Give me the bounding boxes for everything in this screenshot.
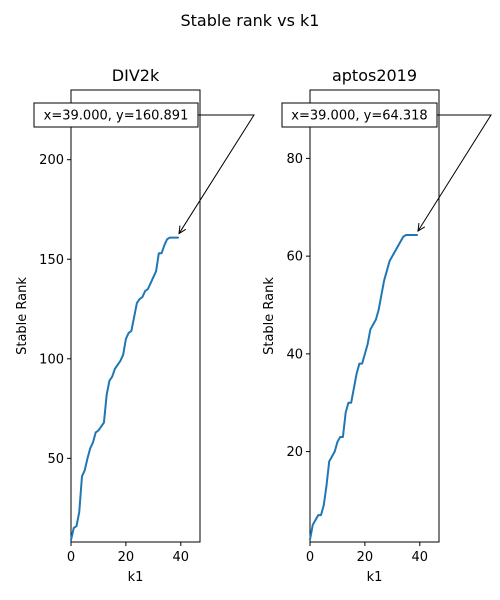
x-axis-label: k1	[367, 570, 383, 585]
series-line	[70, 236, 180, 542]
annotation-box	[281, 102, 438, 128]
x-tick-label: 0	[306, 550, 314, 565]
annotation-arrow-line	[417, 114, 492, 232]
x-tick-label: 40	[412, 550, 429, 565]
y-tick-label: 200	[39, 153, 64, 168]
series-line	[309, 234, 419, 541]
figure-suptitle: Stable rank vs k1	[181, 11, 320, 30]
x-axis-label: k1	[128, 570, 144, 585]
y-tick-label: 150	[39, 253, 64, 268]
subplot-div2k: DIV2k 0 20 40 50 100 150 200 k1 Stable Rank x=39.0…	[15, 66, 255, 585]
axes-frame	[309, 89, 440, 543]
x-tick-label: 0	[67, 550, 75, 565]
annotation-text: x=39.000, y=160.891	[44, 109, 189, 124]
annotation-box	[33, 102, 199, 128]
y-tick-label: 40	[286, 347, 303, 362]
annotation-arrow-line	[178, 114, 255, 234]
axes-frame	[70, 89, 201, 543]
y-tick-label: 50	[47, 452, 64, 467]
y-tick-label: 20	[286, 445, 303, 460]
y-tick-label: 100	[39, 352, 64, 367]
x-tick-label: 40	[173, 550, 190, 565]
x-tick-label: 20	[118, 550, 135, 565]
y-tick-label: 80	[286, 152, 303, 167]
annotation-arrow-head	[417, 223, 426, 233]
subplot-title: DIV2k	[112, 66, 160, 85]
subplot-title: aptos2019	[332, 66, 417, 85]
annotation-text: x=39.000, y=64.318	[291, 109, 427, 124]
y-axis-label: Stable Rank	[15, 277, 30, 355]
y-tick-label: 60	[286, 250, 303, 265]
annotation-arrow-head	[178, 225, 187, 235]
x-tick-label: 20	[357, 550, 374, 565]
y-axis-label: Stable Rank	[262, 277, 277, 355]
subplot-aptos2019: aptos2019 0 20 40 20 40 60 80 k1 Stable Rank x=39.…	[262, 66, 492, 585]
